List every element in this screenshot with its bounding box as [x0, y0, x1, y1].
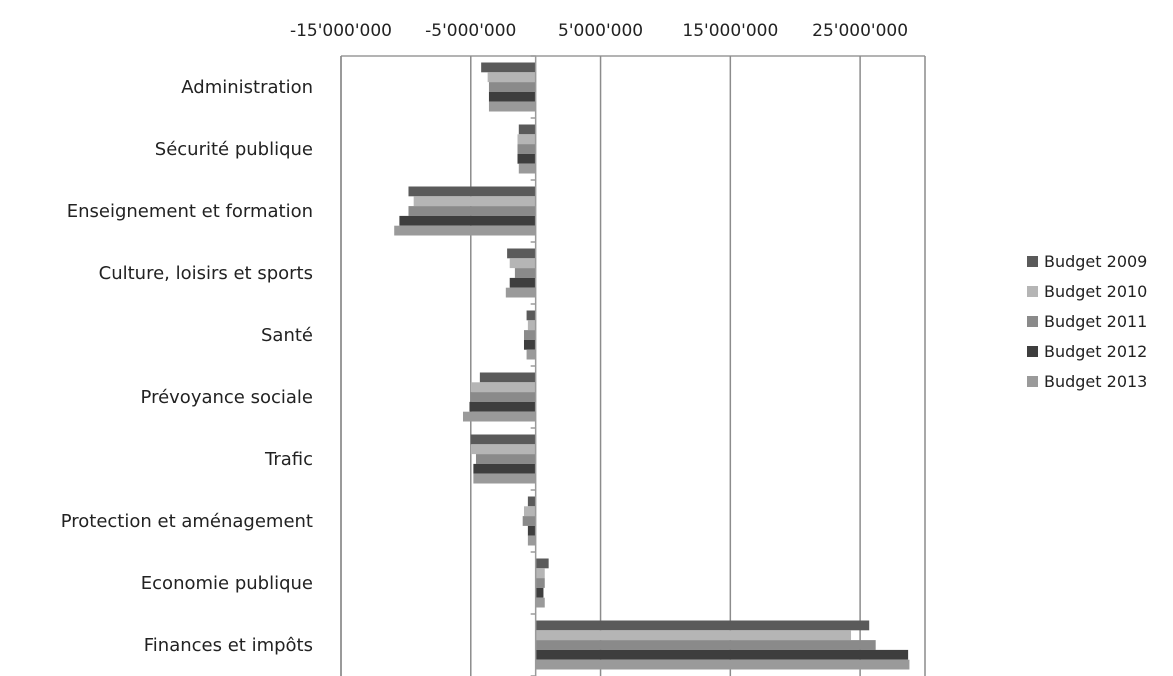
bar [479, 372, 536, 383]
bar [470, 382, 536, 393]
bar [470, 392, 536, 402]
bar [509, 277, 536, 288]
bar [526, 310, 536, 321]
legend-label: Budget 2012 [1044, 342, 1147, 361]
legend-label: Budget 2009 [1044, 252, 1147, 271]
bar [470, 444, 536, 455]
category-labels: Administration Sécurité publique Enseignem… [61, 77, 313, 656]
bar [509, 258, 536, 269]
bar [527, 535, 536, 546]
category-label: Enseignement et formation [67, 201, 313, 222]
category-label: Prévoyance sociale [141, 387, 313, 408]
bar [527, 496, 536, 507]
bar [535, 659, 910, 670]
category-label: Sécurité publique [155, 139, 313, 160]
category-label: Trafic [264, 449, 313, 470]
x-tick-label: -15'000'000 [290, 21, 392, 41]
bar [535, 630, 852, 641]
bar [487, 72, 536, 83]
category-label: Protection et aménagement [61, 511, 313, 532]
legend-label: Budget 2013 [1044, 372, 1147, 391]
bar [535, 597, 545, 608]
x-tick-label: 25'000'000 [812, 21, 908, 41]
bar [505, 287, 536, 298]
bar [535, 587, 544, 598]
bar [514, 268, 536, 278]
x-tick-label: 5'000'000 [558, 21, 643, 41]
bar [517, 144, 536, 154]
bar [523, 330, 536, 340]
bar [470, 434, 536, 445]
bar [488, 82, 536, 92]
bar [469, 401, 536, 412]
bar [523, 339, 536, 350]
bar [399, 215, 536, 226]
bar [517, 134, 536, 145]
bar [535, 568, 545, 579]
bar [527, 525, 536, 536]
bar [488, 101, 536, 112]
legend-swatch [1027, 256, 1038, 267]
bar [535, 558, 549, 569]
gridlines [340, 55, 926, 676]
category-label: Finances et impôts [144, 635, 313, 656]
legend-label: Budget 2011 [1044, 312, 1147, 331]
bar [523, 506, 536, 517]
bar [518, 124, 536, 135]
bar [517, 153, 536, 164]
bar [507, 248, 536, 259]
legend-swatch [1027, 316, 1038, 327]
legend-label: Budget 2010 [1044, 282, 1147, 301]
bar [481, 62, 536, 73]
bar [473, 463, 536, 474]
x-tick-labels: -15'000'000 -5'000'000 5'000'000 15'000'000… [290, 21, 908, 41]
legend-swatch [1027, 286, 1038, 297]
bar [535, 640, 876, 650]
category-label: Culture, loisirs et sports [99, 263, 313, 284]
bar [462, 411, 536, 422]
bars [394, 62, 910, 670]
bar [408, 186, 536, 197]
bar [475, 454, 536, 464]
legend-swatch [1027, 346, 1038, 357]
legend: Budget 2009 Budget 2010 Budget 2011 Budget … [1027, 252, 1147, 391]
bar [408, 206, 536, 216]
bar [526, 349, 536, 360]
bar [394, 225, 536, 236]
category-label: Santé [261, 325, 313, 346]
x-tick-label: 15'000'000 [682, 21, 778, 41]
category-axis [530, 55, 537, 676]
category-label: Administration [181, 77, 313, 98]
bar [535, 620, 870, 631]
legend-swatch [1027, 376, 1038, 387]
bar [473, 473, 536, 484]
bar [527, 320, 536, 331]
bar [518, 163, 536, 174]
x-tick-label: -5'000'000 [425, 21, 516, 41]
bar [535, 578, 545, 588]
bar [522, 516, 536, 526]
bar [413, 196, 536, 207]
category-label: Economie publique [141, 573, 313, 594]
bar [535, 649, 909, 660]
bar [488, 91, 536, 102]
